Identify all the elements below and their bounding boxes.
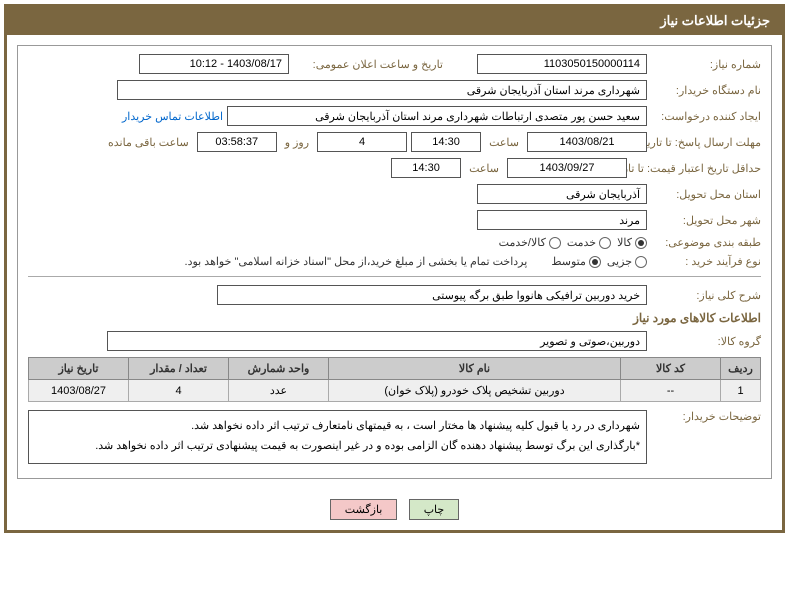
print-button[interactable]: چاپ	[409, 499, 460, 520]
buyer-org-label: نام دستگاه خریدار:	[651, 84, 761, 97]
button-row: چاپ بازگشت	[7, 489, 782, 530]
radio-dot-icon	[549, 237, 561, 249]
province-label: استان محل تحویل:	[651, 188, 761, 201]
radio-dot-icon	[635, 237, 647, 249]
th-row: ردیف	[721, 358, 761, 380]
need-no-value: 1103050150000114	[477, 54, 647, 74]
items-table: ردیف کد کالا نام کالا واحد شمارش تعداد /…	[28, 357, 761, 402]
th-date: تاریخ نیاز	[29, 358, 129, 380]
requester-label: ایجاد کننده درخواست:	[651, 110, 761, 123]
summary-label: شرح کلی نیاز:	[651, 289, 761, 302]
deadline-label: مهلت ارسال پاسخ: تا تاریخ:	[651, 136, 761, 149]
radio-dot-icon	[599, 237, 611, 249]
validity-time: 14:30	[391, 158, 461, 178]
countdown-label: ساعت باقی مانده	[108, 136, 189, 149]
radio-small[interactable]: جزیی	[607, 255, 647, 268]
process-radios: جزیی متوسط	[551, 255, 647, 268]
category-label: طبقه بندی موضوعی:	[651, 236, 761, 249]
cell-code: --	[621, 380, 721, 402]
cell-name: دوربین تشخیص پلاک خودرو (پلاک خوان)	[329, 380, 621, 402]
separator	[28, 276, 761, 277]
deadline-time: 14:30	[411, 132, 481, 152]
summary-value: خرید دوربین ترافیکی هانووا طبق برگه پیوس…	[217, 285, 647, 305]
radio-dot-icon	[589, 256, 601, 268]
radio-medium[interactable]: متوسط	[551, 255, 601, 268]
radio-service[interactable]: خدمت	[567, 236, 611, 249]
cell-qty: 4	[129, 380, 229, 402]
panel-title: جزئیات اطلاعات نیاز	[660, 13, 770, 28]
radio-dot-icon	[635, 256, 647, 268]
announce-value: 1403/08/17 - 10:12	[139, 54, 289, 74]
th-qty: تعداد / مقدار	[129, 358, 229, 380]
panel-header: جزئیات اطلاعات نیاز	[7, 7, 782, 35]
main-panel: جزئیات اطلاعات نیاز شماره نیاز: 11030501…	[4, 4, 785, 533]
radio-both[interactable]: کالا/خدمت	[499, 236, 561, 249]
buyer-note-1: شهرداری در رد یا قبول کلیه پیشنهاد ها مخ…	[35, 417, 640, 437]
process-label: نوع فرآیند خرید :	[651, 255, 761, 268]
table-header-row: ردیف کد کالا نام کالا واحد شمارش تعداد /…	[29, 358, 761, 380]
buyer-notes-box: شهرداری در رد یا قبول کلیه پیشنهاد ها مخ…	[28, 410, 647, 464]
validity-label: حداقل تاریخ اعتبار قیمت: تا تاریخ:	[631, 162, 761, 175]
buyer-note-2: *بارگذاری این برگ توسط پیشنهاد دهنده گان…	[35, 437, 640, 457]
days-label: روز و	[285, 136, 309, 149]
table-row: 1 -- دوربین تشخیص پلاک خودرو (پلاک خوان)…	[29, 380, 761, 402]
time-label-2: ساعت	[469, 162, 499, 175]
city-label: شهر محل تحویل:	[651, 214, 761, 227]
countdown-value: 03:58:37	[197, 132, 277, 152]
th-name: نام کالا	[329, 358, 621, 380]
buyer-org-value: شهرداری مرند استان آذربایجان شرقی	[117, 80, 647, 100]
need-no-label: شماره نیاز:	[651, 58, 761, 71]
cell-date: 1403/08/27	[29, 380, 129, 402]
th-unit: واحد شمارش	[229, 358, 329, 380]
cell-row: 1	[721, 380, 761, 402]
back-button[interactable]: بازگشت	[330, 499, 398, 520]
cell-unit: عدد	[229, 380, 329, 402]
radio-goods[interactable]: کالا	[617, 236, 647, 249]
category-radios: کالا خدمت کالا/خدمت	[499, 236, 647, 249]
buyer-notes-label: توضیحات خریدار:	[651, 410, 761, 423]
province-value: آذربایجان شرقی	[477, 184, 647, 204]
process-note: پرداخت تمام یا بخشی از مبلغ خرید،از محل …	[185, 255, 528, 268]
th-code: کد کالا	[621, 358, 721, 380]
deadline-date: 1403/08/21	[527, 132, 647, 152]
group-value: دوربین،صوتی و تصویر	[107, 331, 647, 351]
details-section: شماره نیاز: 1103050150000114 تاریخ و ساع…	[17, 45, 772, 479]
items-section-title: اطلاعات کالاهای مورد نیاز	[28, 311, 761, 325]
time-label-1: ساعت	[489, 136, 519, 149]
city-value: مرند	[477, 210, 647, 230]
buyer-contact-link[interactable]: اطلاعات تماس خریدار	[122, 110, 223, 123]
validity-date: 1403/09/27	[507, 158, 627, 178]
days-remaining: 4	[317, 132, 407, 152]
requester-value: سعید حسن پور متصدی ارتباطات شهرداری مرند…	[227, 106, 647, 126]
announce-label: تاریخ و ساعت اعلان عمومی:	[293, 58, 443, 71]
group-label: گروه کالا:	[651, 335, 761, 348]
